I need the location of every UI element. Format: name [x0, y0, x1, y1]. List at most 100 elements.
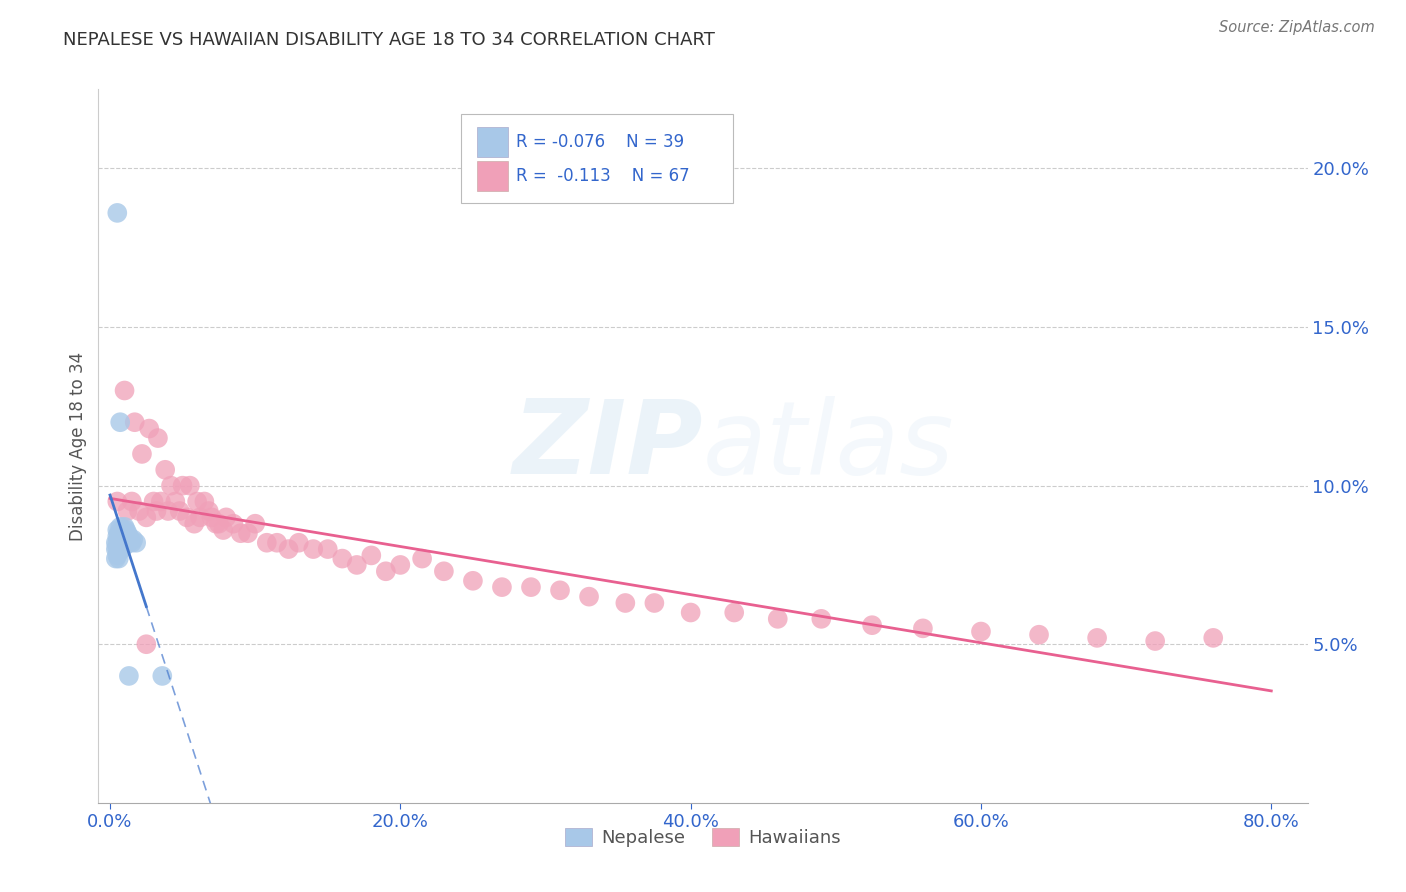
Point: [266, 535, 288, 549]
Point: [970, 624, 993, 639]
Point: [105, 523, 128, 537]
Point: [222, 516, 245, 531]
Point: [111, 535, 134, 549]
Point: [201, 510, 224, 524]
FancyBboxPatch shape: [477, 161, 509, 191]
Point: [107, 545, 129, 559]
Y-axis label: Disability Age 18 to 34: Disability Age 18 to 34: [69, 351, 87, 541]
Point: [118, 535, 141, 549]
Point: [183, 516, 205, 531]
Legend: Nepalese, Hawaiians: Nepalese, Hawaiians: [558, 821, 848, 855]
Point: [104, 535, 127, 549]
Point: [107, 551, 129, 566]
Point: [330, 551, 353, 566]
Point: [578, 590, 600, 604]
Point: [138, 421, 160, 435]
Point: [188, 510, 211, 524]
Point: [346, 558, 368, 572]
Point: [131, 447, 153, 461]
Point: [287, 535, 309, 549]
Point: [128, 504, 150, 518]
Point: [186, 494, 208, 508]
Point: [120, 533, 142, 547]
Point: [256, 535, 278, 549]
Text: Source: ZipAtlas.com: Source: ZipAtlas.com: [1219, 20, 1375, 35]
Point: [115, 529, 138, 543]
Point: [111, 529, 134, 543]
Point: [111, 523, 134, 537]
Point: [229, 526, 252, 541]
Point: [105, 549, 128, 563]
Text: atlas: atlas: [703, 396, 955, 496]
Point: [236, 526, 259, 541]
Point: [107, 539, 129, 553]
Point: [614, 596, 637, 610]
Point: [121, 494, 143, 508]
Point: [115, 523, 138, 537]
Point: [149, 494, 172, 508]
Point: [108, 520, 131, 534]
Point: [360, 549, 382, 563]
Point: [108, 539, 131, 553]
Point: [117, 533, 139, 547]
Point: [302, 542, 325, 557]
Point: [105, 535, 128, 549]
Point: [277, 542, 299, 557]
Point: [122, 533, 145, 547]
Text: ZIP: ZIP: [512, 395, 703, 497]
Point: [118, 669, 141, 683]
Point: [193, 494, 215, 508]
Point: [643, 596, 665, 610]
Point: [679, 606, 702, 620]
Point: [212, 523, 235, 537]
Point: [165, 494, 187, 508]
Point: [104, 542, 127, 557]
Point: [118, 529, 141, 543]
Point: [112, 526, 135, 541]
Point: [179, 478, 201, 492]
Point: [114, 533, 136, 547]
Point: [107, 533, 129, 547]
Point: [105, 542, 128, 557]
Point: [111, 542, 134, 557]
Point: [245, 516, 267, 531]
Point: [160, 478, 183, 492]
Point: [112, 533, 135, 547]
Point: [107, 526, 129, 541]
FancyBboxPatch shape: [477, 127, 509, 157]
Point: [172, 478, 194, 492]
Point: [114, 520, 136, 534]
Point: [117, 504, 139, 518]
Point: [1144, 634, 1167, 648]
Point: [108, 415, 131, 429]
Point: [104, 551, 127, 566]
Point: [150, 669, 173, 683]
Point: [176, 510, 198, 524]
Point: [108, 533, 131, 547]
Point: [105, 529, 128, 543]
Point: [169, 504, 191, 518]
Point: [1085, 631, 1108, 645]
Point: [389, 558, 412, 572]
Point: [548, 583, 571, 598]
Point: [114, 384, 136, 398]
Point: [810, 612, 832, 626]
Point: [125, 535, 148, 549]
Text: R =  -0.113    N = 67: R = -0.113 N = 67: [516, 168, 689, 186]
Point: [205, 516, 228, 531]
Point: [1202, 631, 1225, 645]
Point: [411, 551, 433, 566]
Text: NEPALESE VS HAWAIIAN DISABILITY AGE 18 TO 34 CORRELATION CHART: NEPALESE VS HAWAIIAN DISABILITY AGE 18 T…: [63, 31, 716, 49]
FancyBboxPatch shape: [461, 114, 734, 203]
Point: [146, 431, 169, 445]
Point: [766, 612, 789, 626]
Point: [153, 463, 176, 477]
Point: [105, 494, 128, 508]
Point: [1028, 628, 1050, 642]
Point: [114, 526, 136, 541]
Point: [491, 580, 513, 594]
Point: [105, 206, 128, 220]
Point: [215, 510, 238, 524]
Point: [145, 504, 167, 518]
Point: [374, 564, 396, 578]
